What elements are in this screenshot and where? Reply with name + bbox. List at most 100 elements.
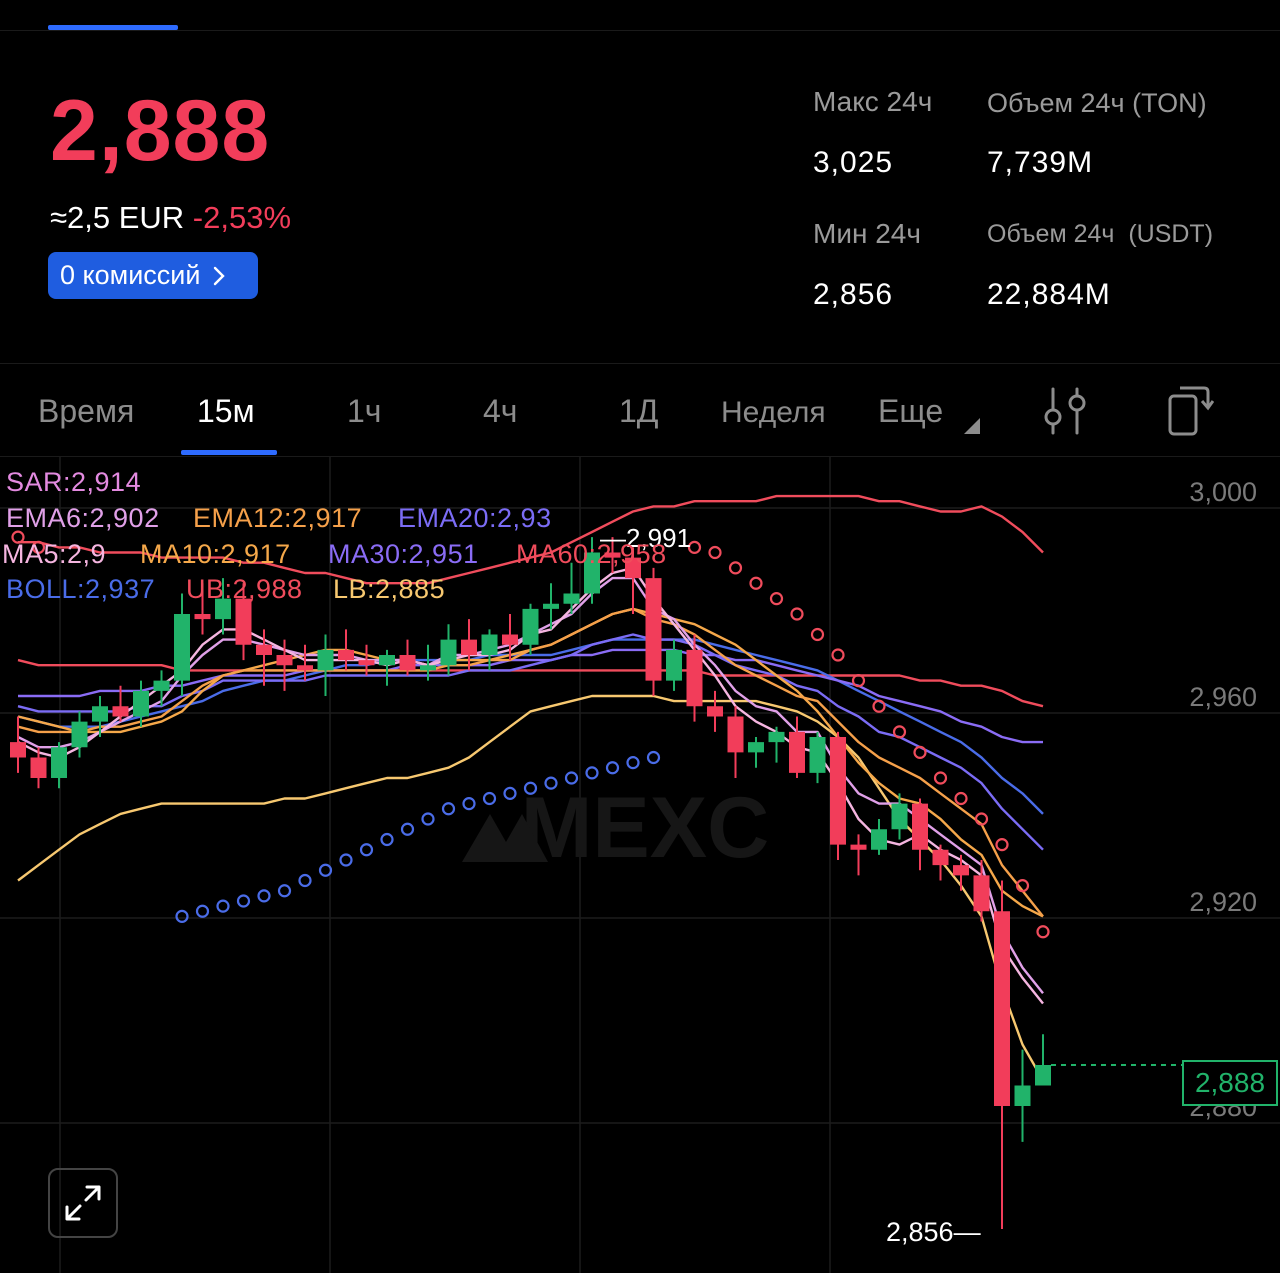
candle-body [276, 655, 293, 666]
candle-body [215, 598, 231, 620]
tab-more-label: Еще [878, 393, 944, 429]
sar-dot-above [933, 771, 948, 785]
candle-body [235, 598, 252, 645]
candle-body [133, 690, 149, 717]
current-price-tag: 2,888 [1182, 1060, 1278, 1106]
candle-body [891, 803, 908, 830]
tab-1h[interactable]: 1ч [347, 393, 382, 429]
sar-dot-above [974, 812, 989, 826]
candle-body [625, 557, 641, 579]
active-tab-underline [181, 450, 277, 455]
sar-dot-below [257, 889, 271, 903]
candle-body [768, 731, 785, 743]
candle-body [51, 747, 67, 778]
candle-body [748, 742, 764, 753]
candle-body [440, 639, 457, 666]
chevron-right-icon [214, 266, 226, 285]
candle-body [297, 665, 313, 671]
candle-body [92, 706, 108, 722]
high-24h-label: Макс 24ч [813, 86, 933, 117]
y-axis-tick-label: 2,960 [1189, 682, 1257, 712]
dropdown-triangle-icon [964, 418, 980, 434]
sar-dot-above [31, 540, 46, 554]
sar-dot-below [482, 791, 497, 806]
candle-body [973, 875, 990, 912]
sar-dot-below [585, 766, 599, 780]
sar-dot-above [728, 561, 743, 575]
sar-dot-below [195, 904, 210, 918]
device-rotate-icon[interactable] [1166, 384, 1214, 438]
high-24h-value: 3,025 [813, 146, 894, 179]
tab-4h[interactable]: 4ч [483, 393, 518, 429]
tab-week[interactable]: Неделя [721, 396, 826, 429]
last-price: 2,888 [50, 83, 271, 179]
sar-dot-above [872, 699, 886, 713]
sar-dot-above [1015, 879, 1030, 893]
mexc-logo-icon [462, 814, 548, 862]
sar-dot-above [1036, 925, 1050, 939]
candle-body [317, 649, 334, 671]
sar-dot-above [687, 540, 702, 554]
candle-body [399, 655, 416, 671]
candle-body [379, 655, 395, 666]
candle-body [666, 649, 682, 681]
line-boll-lb [17, 694, 1045, 1081]
candle-body [543, 603, 559, 609]
sar-dot-below [503, 786, 517, 800]
candle-body [481, 634, 498, 655]
chart-top-divider [0, 456, 1280, 457]
expand-chart-button[interactable] [48, 1168, 118, 1238]
candle-body [522, 608, 539, 645]
sar-dot-below [626, 756, 640, 770]
volume-ton-label: Объем 24ч (TON) [987, 88, 1207, 118]
sar-dot-below [318, 863, 333, 877]
sar-dot-above [790, 607, 804, 621]
candle-body [953, 865, 969, 876]
legend-boll: BOLL:2,937 [6, 574, 156, 604]
tab-time[interactable]: Время [38, 393, 135, 429]
sar-dot-below [277, 884, 292, 898]
candle-body [584, 552, 600, 594]
candle-body [338, 649, 354, 661]
watermark-text: MEXC [521, 780, 769, 876]
tab-more[interactable]: Еще [878, 393, 982, 436]
sar-dot-below [605, 761, 620, 775]
price-approx-eur: ≈2,5 EUR [50, 200, 185, 235]
candle-body [420, 665, 436, 671]
candle-body [871, 829, 887, 850]
zero-fee-label: 0 комиссий [60, 260, 201, 290]
sar-dot-below [421, 812, 435, 826]
top-divider [0, 30, 1280, 31]
sar-dot-below [564, 771, 579, 785]
candle-body [502, 634, 518, 645]
price-approx: ≈2,5 EUR -2,53% [50, 200, 291, 236]
sar-dot-below [441, 802, 456, 816]
candle-body [809, 737, 826, 773]
low-24h-label: Мин 24ч [813, 218, 921, 249]
sar-dot-above [954, 791, 968, 806]
candle-body [10, 742, 26, 758]
tab-1d[interactable]: 1Д [619, 393, 659, 429]
sar-dot-above [11, 530, 25, 544]
tab-15m[interactable]: 15м [197, 393, 255, 429]
sar-dot-above [769, 592, 784, 606]
candle-body [1035, 1065, 1051, 1086]
candle-body [194, 614, 211, 620]
sar-dot-below [216, 899, 230, 913]
legend-lb: LB:2,885 [333, 574, 446, 604]
candle-body [912, 803, 928, 850]
candle-body [563, 593, 580, 604]
legend-ema6: EMA6:2,902 [6, 503, 160, 533]
low-marker-label: 2,856— [886, 1217, 981, 1247]
legend-ma10: MA10:2,917 [140, 539, 291, 569]
zero-fee-button[interactable]: 0 комиссий [48, 252, 258, 299]
candle-body [645, 578, 662, 681]
sliders-icon[interactable] [1043, 386, 1087, 436]
candle-body [707, 706, 723, 717]
volume-ton-value: 7,739M [987, 146, 1094, 179]
top-tab-indicator [48, 25, 178, 30]
high-marker-label: —2,991 [600, 523, 691, 553]
candle-body [30, 757, 47, 778]
sar-dot-above [851, 674, 866, 688]
